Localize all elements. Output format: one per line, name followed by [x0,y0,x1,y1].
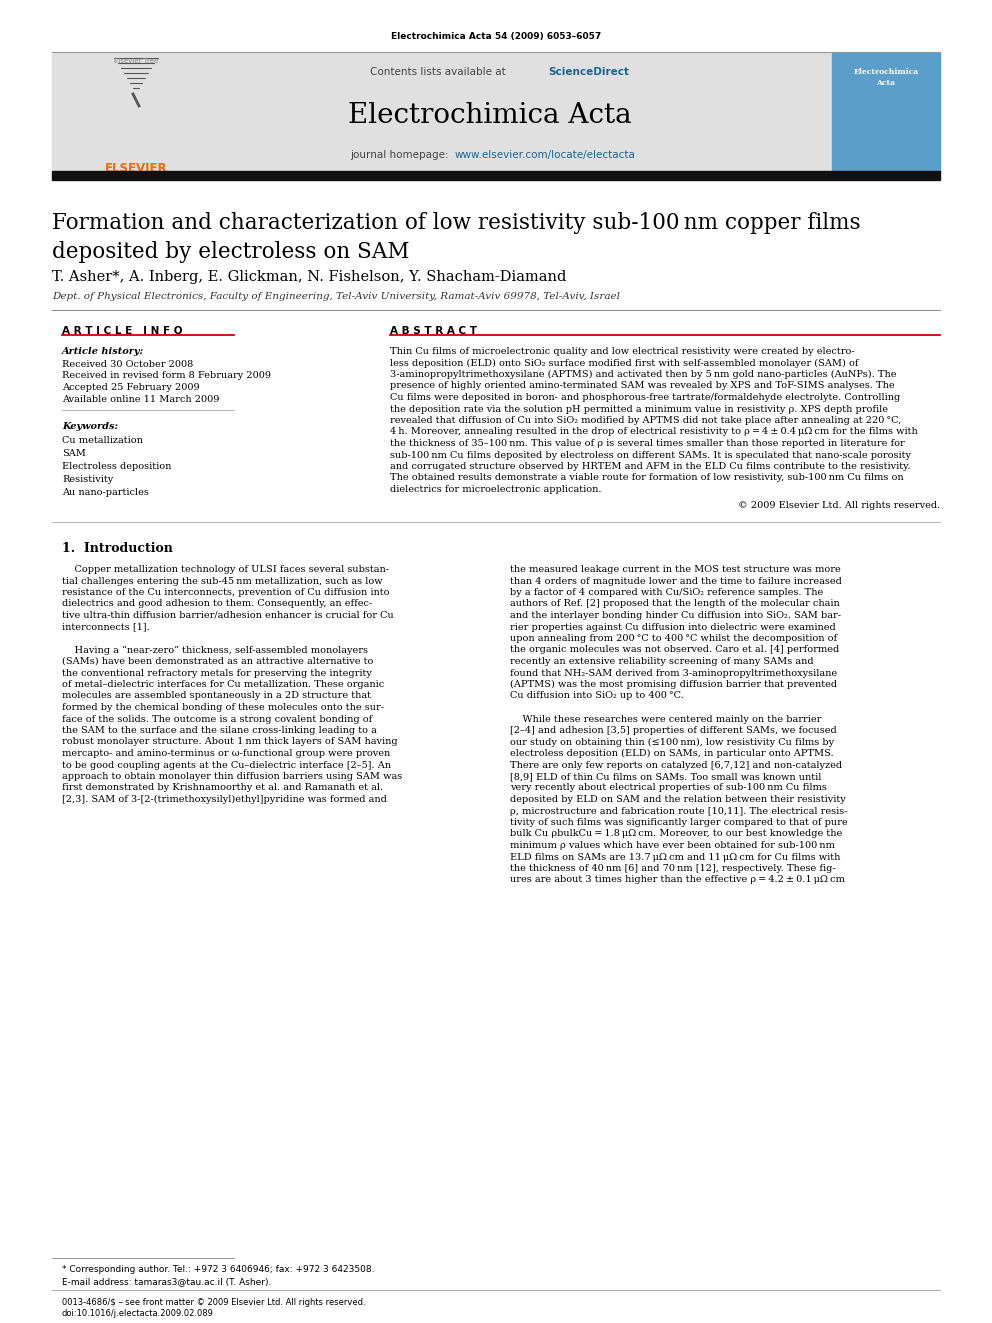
Text: E-mail address: tamaras3@tau.ac.il (T. Asher).: E-mail address: tamaras3@tau.ac.il (T. A… [62,1277,272,1286]
Text: A B S T R A C T: A B S T R A C T [390,325,477,336]
Text: © 2009 Elsevier Ltd. All rights reserved.: © 2009 Elsevier Ltd. All rights reserved… [738,500,940,509]
Text: Keywords:: Keywords: [62,422,118,431]
Text: 1.  Introduction: 1. Introduction [62,542,173,556]
Text: Cu metallization: Cu metallization [62,437,143,445]
Text: minimum ρ values which have ever been obtained for sub-100 nm: minimum ρ values which have ever been ob… [510,841,835,849]
Text: authors of Ref. [2] proposed that the length of the molecular chain: authors of Ref. [2] proposed that the le… [510,599,840,609]
Text: journal homepage:: journal homepage: [350,149,452,160]
Text: Acta: Acta [877,79,896,87]
Text: Contents lists available at: Contents lists available at [370,67,509,77]
Text: molecules are assembled spontaneously in a 2D structure that: molecules are assembled spontaneously in… [62,692,371,700]
Text: Electrochimica Acta: Electrochimica Acta [348,102,632,130]
Text: Received in revised form 8 February 2009: Received in revised form 8 February 2009 [62,372,271,381]
Text: to be good coupling agents at the Cu–dielectric interface [2–5]. An: to be good coupling agents at the Cu–die… [62,761,391,770]
Text: our study on obtaining thin (≤100 nm), low resistivity Cu films by: our study on obtaining thin (≤100 nm), l… [510,737,834,746]
Text: There are only few reports on catalyzed [6,7,12] and non-catalyzed: There are only few reports on catalyzed … [510,761,842,770]
Text: than 4 orders of magnitude lower and the time to failure increased: than 4 orders of magnitude lower and the… [510,577,842,586]
Text: 4 h. Moreover, annealing resulted in the drop of electrical resistivity to ρ = 4: 4 h. Moreover, annealing resulted in the… [390,427,918,437]
Text: electroless deposition (ELD) on SAMs, in particular onto APTMS.: electroless deposition (ELD) on SAMs, in… [510,749,833,758]
Text: Resistivity: Resistivity [62,475,113,484]
Text: While these researches were centered mainly on the barrier: While these researches were centered mai… [510,714,821,724]
Text: the thickness of 40 nm [6] and 70 nm [12], respectively. These fig-: the thickness of 40 nm [6] and 70 nm [12… [510,864,835,873]
Text: ScienceDirect: ScienceDirect [548,67,629,77]
Text: (SAMs) have been demonstrated as an attractive alternative to: (SAMs) have been demonstrated as an attr… [62,658,373,665]
Text: * Corresponding author. Tel.: +972 3 6406946; fax: +972 3 6423508.: * Corresponding author. Tel.: +972 3 640… [62,1265,375,1274]
Text: The obtained results demonstrate a viable route for formation of low resistivity: The obtained results demonstrate a viabl… [390,474,904,483]
Text: first demonstrated by Krishnamoorthy et al. and Ramanath et al.: first demonstrated by Krishnamoorthy et … [62,783,383,792]
Text: Accepted 25 February 2009: Accepted 25 February 2009 [62,382,199,392]
Text: [2–4] and adhesion [3,5] properties of different SAMs, we focused: [2–4] and adhesion [3,5] properties of d… [510,726,836,736]
Text: 0013-4686/$ – see front matter © 2009 Elsevier Ltd. All rights reserved.: 0013-4686/$ – see front matter © 2009 El… [62,1298,366,1307]
Text: [8,9] ELD of thin Cu films on SAMs. Too small was known until: [8,9] ELD of thin Cu films on SAMs. Too … [510,773,821,781]
Text: Article history:: Article history: [62,347,144,356]
Text: Cu diffusion into SiO₂ up to 400 °C.: Cu diffusion into SiO₂ up to 400 °C. [510,692,683,700]
Text: Cu films were deposited in boron- and phosphorous-free tartrate/formaldehyde ele: Cu films were deposited in boron- and ph… [390,393,901,402]
Text: deposited by ELD on SAM and the relation between their resistivity: deposited by ELD on SAM and the relation… [510,795,846,804]
Text: ures are about 3 times higher than the effective ρ = 4.2 ± 0.1 μΩ cm: ures are about 3 times higher than the e… [510,876,845,885]
Text: ρ, microstructure and fabrication route [10,11]. The electrical resis-: ρ, microstructure and fabrication route … [510,807,847,815]
Bar [52,171,940,180]
Text: Formation and characterization of low resistivity sub-100 nm copper films
deposi: Formation and characterization of low re… [52,212,861,263]
Text: of metal–dielectric interfaces for Cu metallization. These organic: of metal–dielectric interfaces for Cu me… [62,680,384,689]
Text: Au nano-particles: Au nano-particles [62,488,149,497]
Text: the conventional refractory metals for preserving the integrity: the conventional refractory metals for p… [62,668,372,677]
Text: dielectrics and good adhesion to them. Consequently, an effec-: dielectrics and good adhesion to them. C… [62,599,372,609]
Text: sub-100 nm Cu films deposited by electroless on different SAMs. It is speculated: sub-100 nm Cu films deposited by electro… [390,451,911,459]
Text: Available online 11 March 2009: Available online 11 March 2009 [62,394,219,404]
Text: [2,3]. SAM of 3-[2-(trimethoxysilyl)ethyl]pyridine was formed and: [2,3]. SAM of 3-[2-(trimethoxysilyl)ethy… [62,795,387,804]
Text: Elsevier Tree: Elsevier Tree [114,58,158,64]
Text: resistance of the Cu interconnects, prevention of Cu diffusion into: resistance of the Cu interconnects, prev… [62,587,390,597]
Text: formed by the chemical bonding of these molecules onto the sur-: formed by the chemical bonding of these … [62,703,384,712]
Text: very recently about electrical properties of sub-100 nm Cu films: very recently about electrical propertie… [510,783,827,792]
Text: tial challenges entering the sub-45 nm metallization, such as low: tial challenges entering the sub-45 nm m… [62,577,383,586]
Text: A R T I C L E   I N F O: A R T I C L E I N F O [62,325,183,336]
Text: by a factor of 4 compared with Cu/SiO₂ reference samples. The: by a factor of 4 compared with Cu/SiO₂ r… [510,587,823,597]
Text: the thickness of 35–100 nm. This value of ρ is several times smaller than those : the thickness of 35–100 nm. This value o… [390,439,905,448]
Text: the organic molecules was not observed. Caro et al. [4] performed: the organic molecules was not observed. … [510,646,839,655]
Bar [52,53,940,172]
Text: ELD films on SAMs are 13.7 μΩ cm and 11 μΩ cm for Cu films with: ELD films on SAMs are 13.7 μΩ cm and 11 … [510,852,840,861]
Text: Electroless deposition: Electroless deposition [62,462,172,471]
Text: (APTMS) was the most promising diffusion barrier that prevented: (APTMS) was the most promising diffusion… [510,680,837,689]
Text: www.elsevier.com/locate/electacta: www.elsevier.com/locate/electacta [455,149,636,160]
Text: interconnects [1].: interconnects [1]. [62,623,150,631]
Text: found that NH₂-SAM derived from 3-aminopropyltrimethoxysilane: found that NH₂-SAM derived from 3-aminop… [510,668,837,677]
Text: doi:10.1016/j.electacta.2009.02.089: doi:10.1016/j.electacta.2009.02.089 [62,1308,214,1318]
Bar [832,53,940,172]
Text: upon annealing from 200 °C to 400 °C whilst the decomposition of: upon annealing from 200 °C to 400 °C whi… [510,634,837,643]
Text: bulk Cu ρbulkCu = 1.8 μΩ cm. Moreover, to our best knowledge the: bulk Cu ρbulkCu = 1.8 μΩ cm. Moreover, t… [510,830,842,839]
Text: rier properties against Cu diffusion into dielectric were examined: rier properties against Cu diffusion int… [510,623,835,631]
Text: recently an extensive reliability screening of many SAMs and: recently an extensive reliability screen… [510,658,813,665]
Text: Having a “near-zero” thickness, self-assembled monolayers: Having a “near-zero” thickness, self-ass… [62,646,368,655]
Text: face of the solids. The outcome is a strong covalent bonding of: face of the solids. The outcome is a str… [62,714,372,724]
Text: presence of highly oriented amino-terminated SAM was revealed by XPS and ToF-SIM: presence of highly oriented amino-termin… [390,381,895,390]
Text: Electrochimica: Electrochimica [853,67,919,75]
Text: mercapto- and amino-terminus or ω-functional group were proven: mercapto- and amino-terminus or ω-functi… [62,749,390,758]
Text: the measured leakage current in the MOS test structure was more: the measured leakage current in the MOS … [510,565,841,574]
Text: Dept. of Physical Electronics, Faculty of Engineering, Tel-Aviv University, Rama: Dept. of Physical Electronics, Faculty o… [52,292,620,302]
Text: the SAM to the surface and the silane cross-linking leading to a: the SAM to the surface and the silane cr… [62,726,377,736]
Text: and corrugated structure observed by HRTEM and AFM in the ELD Cu films contribut: and corrugated structure observed by HRT… [390,462,911,471]
Text: SAM: SAM [62,448,86,458]
Text: tivity of such films was significantly larger compared to that of pure: tivity of such films was significantly l… [510,818,847,827]
Text: robust monolayer structure. About 1 nm thick layers of SAM having: robust monolayer structure. About 1 nm t… [62,737,398,746]
Text: revealed that diffusion of Cu into SiO₂ modified by APTMS did not take place aft: revealed that diffusion of Cu into SiO₂ … [390,415,902,425]
Text: 3-aminopropyltrimethoxysilane (APTMS) and activated then by 5 nm gold nano-parti: 3-aminopropyltrimethoxysilane (APTMS) an… [390,370,897,380]
Text: dielectrics for microelectronic application.: dielectrics for microelectronic applicat… [390,486,601,493]
Text: Copper metallization technology of ULSI faces several substan-: Copper metallization technology of ULSI … [62,565,389,574]
Text: ELSEVIER: ELSEVIER [105,161,168,175]
Text: less deposition (ELD) onto SiO₂ surface modified first with self-assembled monol: less deposition (ELD) onto SiO₂ surface … [390,359,858,368]
Text: Received 30 October 2008: Received 30 October 2008 [62,360,193,369]
Text: T. Asher*, A. Inberg, E. Glickman, N. Fishelson, Y. Shacham-Diamand: T. Asher*, A. Inberg, E. Glickman, N. Fi… [52,270,566,284]
Text: approach to obtain monolayer thin diffusion barriers using SAM was: approach to obtain monolayer thin diffus… [62,773,402,781]
Text: the deposition rate via the solution pH permitted a minimum value in resistivity: the deposition rate via the solution pH … [390,405,888,414]
Text: Thin Cu films of microelectronic quality and low electrical resistivity were cre: Thin Cu films of microelectronic quality… [390,347,855,356]
Text: and the interlayer bonding hinder Cu diffusion into SiO₂. SAM bar-: and the interlayer bonding hinder Cu dif… [510,611,841,620]
Text: tive ultra-thin diffusion barrier/adhesion enhancer is crucial for Cu: tive ultra-thin diffusion barrier/adhesi… [62,611,394,620]
Text: Electrochimica Acta 54 (2009) 6053–6057: Electrochimica Acta 54 (2009) 6053–6057 [391,32,601,41]
